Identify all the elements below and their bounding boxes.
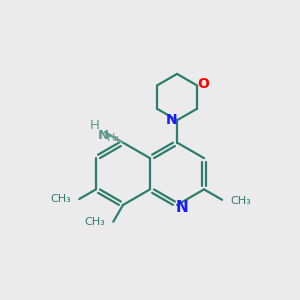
Text: H: H <box>90 119 100 132</box>
Text: N: N <box>98 129 109 142</box>
Text: CH₃: CH₃ <box>230 196 251 206</box>
Text: N: N <box>165 113 177 127</box>
Text: H₂: H₂ <box>107 133 120 142</box>
Text: O: O <box>198 77 210 91</box>
Text: CH₃: CH₃ <box>84 217 105 227</box>
Text: N: N <box>176 200 189 215</box>
Text: CH₃: CH₃ <box>50 194 71 204</box>
